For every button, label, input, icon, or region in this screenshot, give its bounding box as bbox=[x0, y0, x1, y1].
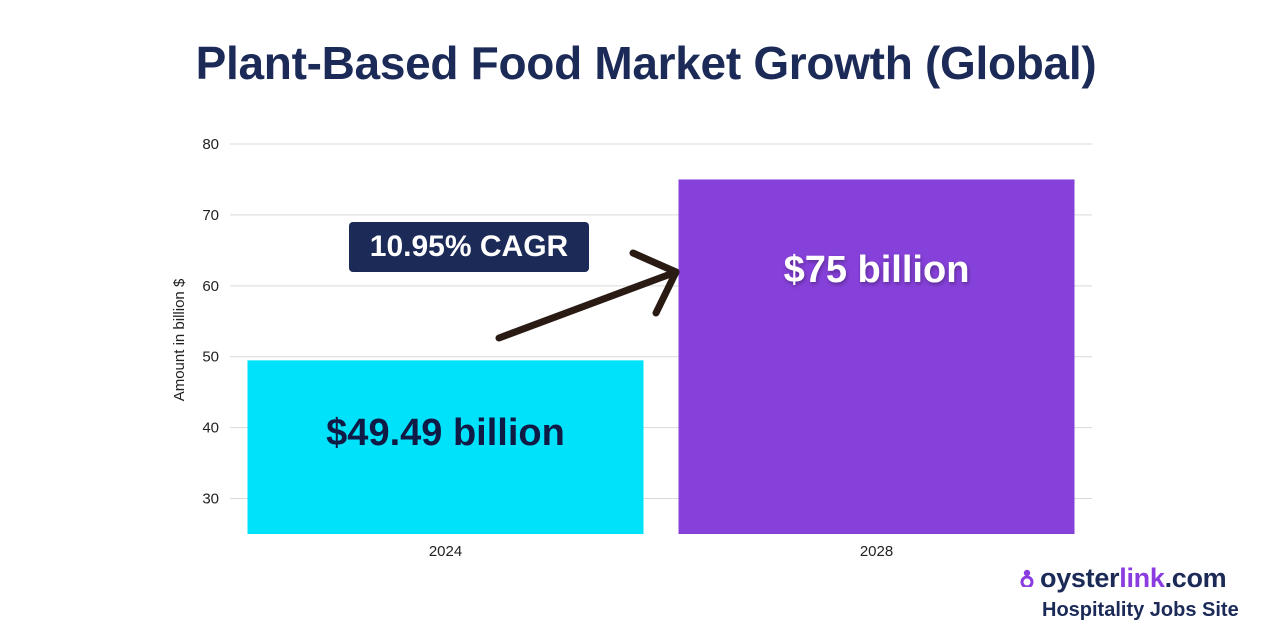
growth-arrow-icon bbox=[495, 249, 680, 342]
brand-name-main: oyster bbox=[1040, 563, 1120, 593]
y-tick-label-50: 50 bbox=[202, 349, 219, 366]
brand-name: oysterlink.com bbox=[1040, 563, 1227, 594]
oysterlink-logo-icon bbox=[1020, 569, 1034, 587]
bars bbox=[247, 179, 1075, 535]
y-axis-ticks: 30 40 50 60 70 80 bbox=[202, 136, 219, 508]
y-tick-label-70: 70 bbox=[202, 207, 219, 224]
brand-name-suffix: .com bbox=[1164, 563, 1227, 593]
y-tick-label-80: 80 bbox=[202, 136, 219, 153]
x-tick-label-2028: 2028 bbox=[860, 543, 893, 560]
brand-tagline: Hospitality Jobs Site bbox=[1042, 599, 1239, 621]
data-label-2024: $49.49 billion bbox=[326, 412, 565, 454]
y-tick-label-30: 30 bbox=[202, 491, 219, 508]
y-tick-label-40: 40 bbox=[202, 420, 219, 437]
cagr-annotation: 10.95% CAGR bbox=[349, 222, 589, 272]
y-axis-title: Amount in billion $ bbox=[171, 278, 188, 401]
brand-logo[interactable]: oysterlink.com Hospitality Jobs Site bbox=[1020, 563, 1260, 633]
bar-2028 bbox=[678, 179, 1075, 535]
bar-2024 bbox=[247, 360, 644, 534]
x-axis-ticks: 2024 2028 bbox=[429, 543, 893, 560]
chart-title: Plant-Based Food Market Growth (Global) bbox=[195, 37, 1097, 89]
brand-name-accent: link bbox=[1119, 563, 1165, 593]
data-label-2028: $75 billion bbox=[784, 249, 970, 291]
x-tick-label-2024: 2024 bbox=[429, 543, 462, 560]
y-tick-label-60: 60 bbox=[202, 278, 219, 295]
data-labels: $49.49 billion $75 billion bbox=[326, 249, 969, 454]
